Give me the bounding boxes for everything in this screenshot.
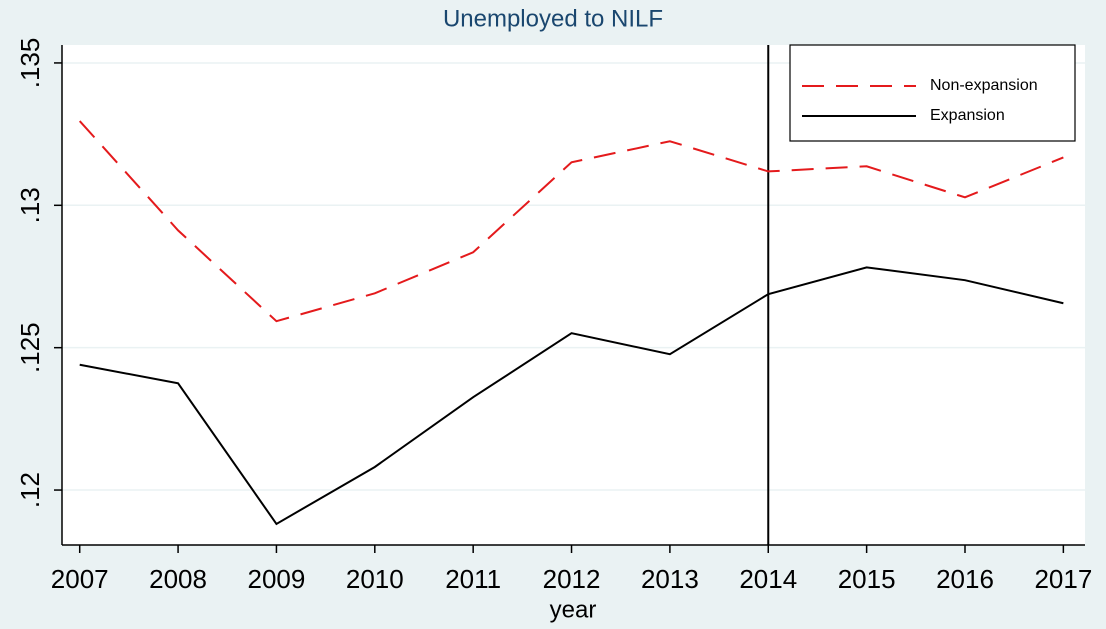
x-tick-label: 2015 (838, 564, 896, 594)
series-line (78, 120, 1064, 323)
x-tick-label: 2009 (248, 564, 306, 594)
x-tick-label: 2017 (1034, 564, 1092, 594)
x-tick-label: 2008 (149, 564, 207, 594)
y-tick-label: .12 (15, 472, 45, 508)
x-tick-label: 2010 (346, 564, 404, 594)
x-tick-label: 2007 (51, 564, 109, 594)
series-line (79, 266, 1064, 526)
legend-box (789, 44, 1076, 142)
y-tick-label: .125 (15, 322, 45, 373)
x-tick-label: 2014 (739, 564, 797, 594)
x-tick-label: 2016 (936, 564, 994, 594)
y-tick-label: .13 (15, 187, 45, 223)
x-axis-label: year (550, 596, 597, 623)
y-tick-label: .135 (15, 38, 45, 89)
x-tick-label: 2012 (543, 564, 601, 594)
x-tick-label: 2013 (641, 564, 699, 594)
x-tick-label: 2011 (445, 564, 501, 594)
legend-label: Non-expansion (930, 77, 1038, 94)
chart-title: Unemployed to NILF (443, 5, 663, 32)
legend-label: Expansion (930, 107, 1005, 124)
